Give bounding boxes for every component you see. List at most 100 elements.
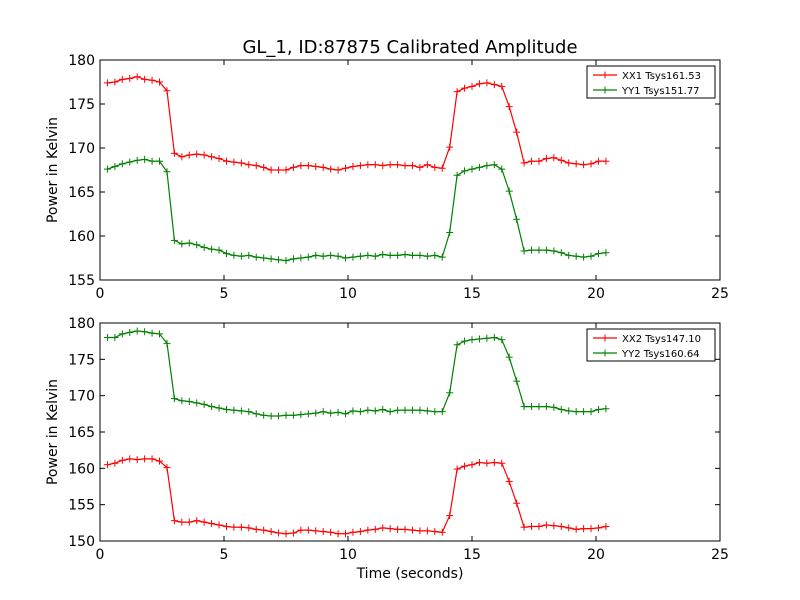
data-point-marker (505, 103, 513, 111)
data-point-marker (260, 411, 268, 419)
data-point-marker (542, 155, 550, 163)
data-point-marker (557, 522, 565, 530)
data-point-marker (438, 528, 446, 536)
data-point-marker (453, 341, 461, 349)
data-point-marker (572, 525, 580, 533)
data-point-marker (483, 79, 491, 87)
data-point-marker (282, 166, 290, 174)
data-point-marker (111, 162, 119, 170)
data-point-marker (133, 73, 141, 81)
data-point-marker (535, 246, 543, 254)
data-point-marker (193, 241, 201, 249)
y-tick-label: 180 (68, 53, 95, 69)
data-point-marker (423, 161, 431, 169)
y-tick-label: 160 (68, 229, 95, 245)
data-point-marker (245, 408, 253, 416)
data-point-marker (468, 82, 476, 90)
data-point-marker (386, 251, 394, 259)
legend: XX1 Tsys161.53 YY1 Tsys151.77 (586, 65, 716, 99)
data-point-marker (342, 254, 350, 262)
data-point-marker (461, 462, 469, 470)
data-point-marker (297, 526, 305, 534)
data-point-marker (513, 215, 521, 223)
data-point-marker (461, 167, 469, 175)
data-point-marker (304, 526, 312, 534)
data-point-marker (371, 252, 379, 260)
x-tick-label: 20 (587, 286, 605, 302)
data-point-marker (163, 87, 171, 95)
data-point-marker (289, 529, 297, 537)
data-point-marker (133, 327, 141, 335)
data-point-marker (446, 512, 454, 520)
legend-item: XX2 Tsys147.10 (593, 334, 701, 345)
data-point-marker (200, 151, 208, 159)
data-point-marker (103, 79, 111, 87)
data-point-marker (237, 407, 245, 415)
data-point-marker (252, 410, 260, 418)
data-point-marker (498, 165, 506, 173)
data-point-marker (594, 250, 602, 258)
data-point-marker (446, 389, 454, 397)
data-point-marker (208, 403, 216, 411)
data-point-marker (475, 335, 483, 343)
data-point-marker (185, 397, 193, 405)
data-point-marker (394, 161, 402, 169)
data-point-marker (438, 164, 446, 172)
data-point-marker (230, 251, 238, 259)
data-point-marker (453, 171, 461, 179)
data-point-marker (103, 165, 111, 173)
data-point-marker (118, 330, 126, 338)
y-tick-label: 170 (68, 389, 95, 405)
data-point-marker (267, 166, 275, 174)
data-point-marker (416, 251, 424, 259)
x-tick-label: 15 (463, 286, 481, 302)
data-point-marker (520, 247, 528, 255)
data-point-marker (580, 525, 588, 533)
data-point-marker (193, 150, 201, 158)
data-point-marker (230, 523, 238, 531)
data-point-marker (468, 336, 476, 344)
data-point-marker (498, 459, 506, 467)
data-point-marker (594, 524, 602, 532)
chart-top: 0 5 10 15 20 25 155 160 165 170 175 180 Power in Kel… (45, 53, 729, 302)
data-point-marker (252, 525, 260, 533)
data-point-marker (394, 525, 402, 533)
data-point-marker (289, 255, 297, 263)
data-point-marker (342, 410, 350, 418)
data-point-marker (267, 412, 275, 420)
data-point-marker (193, 517, 201, 525)
y-tick-label: 180 (68, 316, 95, 332)
data-point-marker (416, 163, 424, 171)
data-point-marker (483, 459, 491, 467)
data-point-marker (163, 339, 171, 347)
data-point-marker (550, 522, 558, 530)
data-point-marker (542, 521, 550, 529)
data-point-marker (386, 525, 394, 533)
data-point-marker (267, 528, 275, 536)
data-point-marker (282, 257, 290, 265)
data-point-marker (513, 128, 521, 136)
data-point-marker (148, 157, 156, 165)
data-point-marker (163, 464, 171, 472)
data-point-marker (572, 252, 580, 260)
data-point-marker (111, 459, 119, 467)
data-point-marker (602, 405, 610, 413)
data-point-marker (133, 456, 141, 464)
data-point-marker (200, 518, 208, 526)
data-point-marker (252, 162, 260, 170)
data-point-marker (379, 405, 387, 413)
data-point-marker (438, 253, 446, 261)
y-tick-label: 175 (68, 97, 95, 113)
legend-label: XX2 Tsys147.10 (622, 334, 701, 345)
data-point-marker (565, 407, 573, 415)
data-point-marker (334, 408, 342, 416)
data-point-marker (312, 251, 320, 259)
plot-frame (99, 59, 721, 281)
y-tick-label: 150 (68, 534, 95, 550)
data-point-marker (386, 161, 394, 169)
data-point-marker (312, 409, 320, 417)
y-tick-label: 160 (68, 461, 95, 477)
legend-label: YY1 Tsys151.77 (621, 86, 700, 97)
x-axis-label: Time (seconds) (356, 566, 464, 582)
data-point-marker (520, 523, 528, 531)
